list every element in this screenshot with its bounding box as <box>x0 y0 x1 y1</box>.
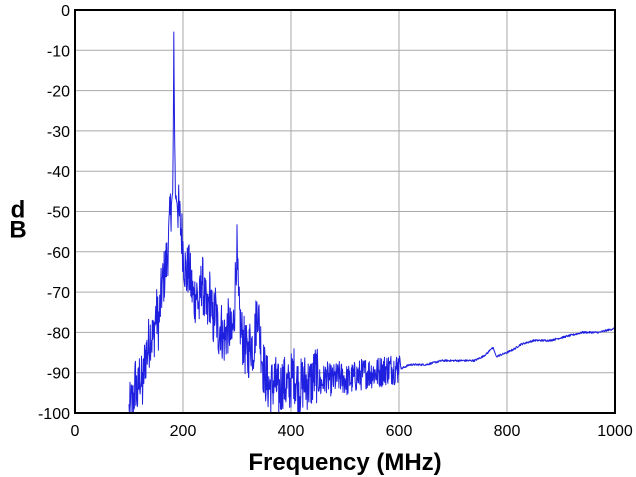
spectrum-series-line <box>128 31 616 414</box>
plot-frame <box>74 9 616 414</box>
y-tick-label: -80 <box>47 325 70 342</box>
x-tick-label: 400 <box>278 423 305 440</box>
x-tick-label: 800 <box>494 423 521 440</box>
y-tick-label: -50 <box>47 205 70 222</box>
y-tick-labels: 0 -10 -20 -30 -40 -50 -60 -70 -80 -90 -100 <box>38 3 70 423</box>
y-tick-label: -40 <box>47 164 70 181</box>
grid-lines <box>74 9 616 414</box>
series-group <box>128 31 616 414</box>
x-tick-label: 0 <box>71 423 80 440</box>
y-tick-label: -70 <box>47 285 70 302</box>
x-axis-label: Frequency (MHz) <box>248 449 441 476</box>
x-tick-labels: 0 200 400 600 800 1000 <box>71 423 633 440</box>
y-tick-label: -30 <box>47 124 70 141</box>
y-tick-label: 0 <box>61 3 70 20</box>
y-tick-label: -100 <box>38 406 70 423</box>
y-tick-label: -90 <box>47 366 70 383</box>
y-tick-label: -20 <box>47 84 70 101</box>
x-tick-label: 1000 <box>597 423 633 440</box>
x-tick-label: 600 <box>386 423 413 440</box>
y-tick-label: -10 <box>47 43 70 60</box>
y-tick-label: -60 <box>47 245 70 262</box>
x-tick-label: 200 <box>170 423 197 440</box>
